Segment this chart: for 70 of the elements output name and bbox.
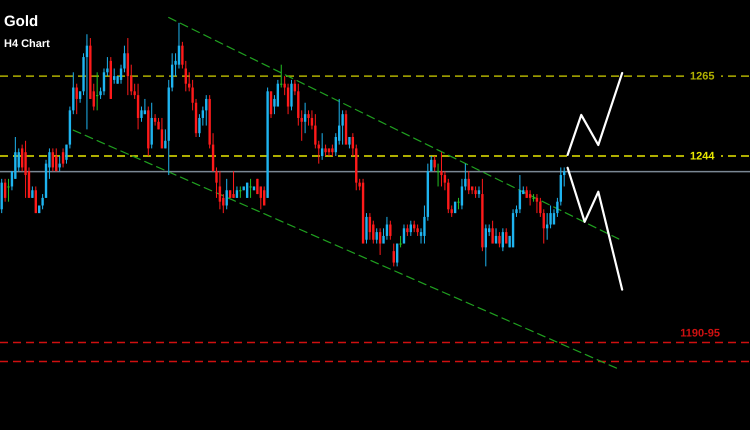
candlestick xyxy=(55,148,58,172)
candlestick xyxy=(314,114,317,149)
text: H4 Chart xyxy=(4,38,50,50)
candlestick xyxy=(181,41,184,69)
candlestick xyxy=(86,34,88,130)
candlestick xyxy=(76,83,78,115)
candlestick xyxy=(24,140,27,198)
candlestick xyxy=(502,228,504,252)
candlestick xyxy=(368,212,372,240)
candlestick xyxy=(286,83,290,115)
candlestick xyxy=(34,186,37,214)
candlestick xyxy=(491,220,494,244)
candlestick xyxy=(376,228,378,244)
candlestick xyxy=(205,94,208,126)
candlestick xyxy=(160,117,164,149)
candlestick xyxy=(96,72,98,111)
candlestick xyxy=(413,220,416,233)
line-series xyxy=(566,72,624,156)
candlestick xyxy=(52,148,54,172)
line-series xyxy=(566,166,624,291)
candlestick xyxy=(280,64,282,88)
candlestick xyxy=(536,194,538,214)
candlestick xyxy=(460,178,464,210)
candlestick xyxy=(518,174,522,214)
candlestick xyxy=(433,156,436,172)
candlestick xyxy=(399,235,402,248)
candlestick xyxy=(236,186,238,198)
annotation: 1190-95 xyxy=(680,327,720,340)
candlestick xyxy=(62,148,64,168)
candlestick xyxy=(126,38,130,96)
candlestick xyxy=(396,243,398,267)
candlestick xyxy=(154,114,156,126)
candlestick xyxy=(341,110,344,146)
candlestick xyxy=(136,83,140,130)
candlestick xyxy=(41,194,44,210)
candlestick xyxy=(249,178,252,198)
candlestick xyxy=(386,216,388,240)
candlestick xyxy=(392,243,395,267)
candlestick xyxy=(484,224,487,267)
candlestick xyxy=(331,144,334,157)
candlestick xyxy=(304,102,306,134)
candlestick xyxy=(474,186,477,198)
candlestick xyxy=(239,186,242,198)
candlestick xyxy=(113,68,116,84)
candlestick xyxy=(324,144,327,157)
y-tick-label: 1265 xyxy=(690,70,714,83)
candlestick xyxy=(436,163,440,187)
candlestick xyxy=(184,60,187,92)
candlestick xyxy=(410,220,412,236)
candlestick xyxy=(4,178,6,202)
candlestick xyxy=(144,98,146,115)
candlestick xyxy=(263,186,266,206)
candlestick xyxy=(416,224,419,236)
candlestick xyxy=(528,190,532,206)
candlestick xyxy=(226,178,228,210)
candlestick xyxy=(246,182,248,198)
candlestick xyxy=(31,186,34,198)
candlestick xyxy=(468,170,470,195)
candlestick xyxy=(320,132,324,160)
text: Gold xyxy=(4,13,38,30)
candlestick xyxy=(58,156,61,172)
candlestick xyxy=(218,170,222,210)
candlestick xyxy=(549,204,552,229)
candlestick xyxy=(198,114,201,138)
y-tick-label: 1244 xyxy=(690,150,716,163)
candlestick xyxy=(505,228,508,244)
candlestick xyxy=(378,228,382,256)
candlestick xyxy=(498,232,501,248)
candlestick xyxy=(406,224,409,236)
candlestick xyxy=(389,220,392,240)
